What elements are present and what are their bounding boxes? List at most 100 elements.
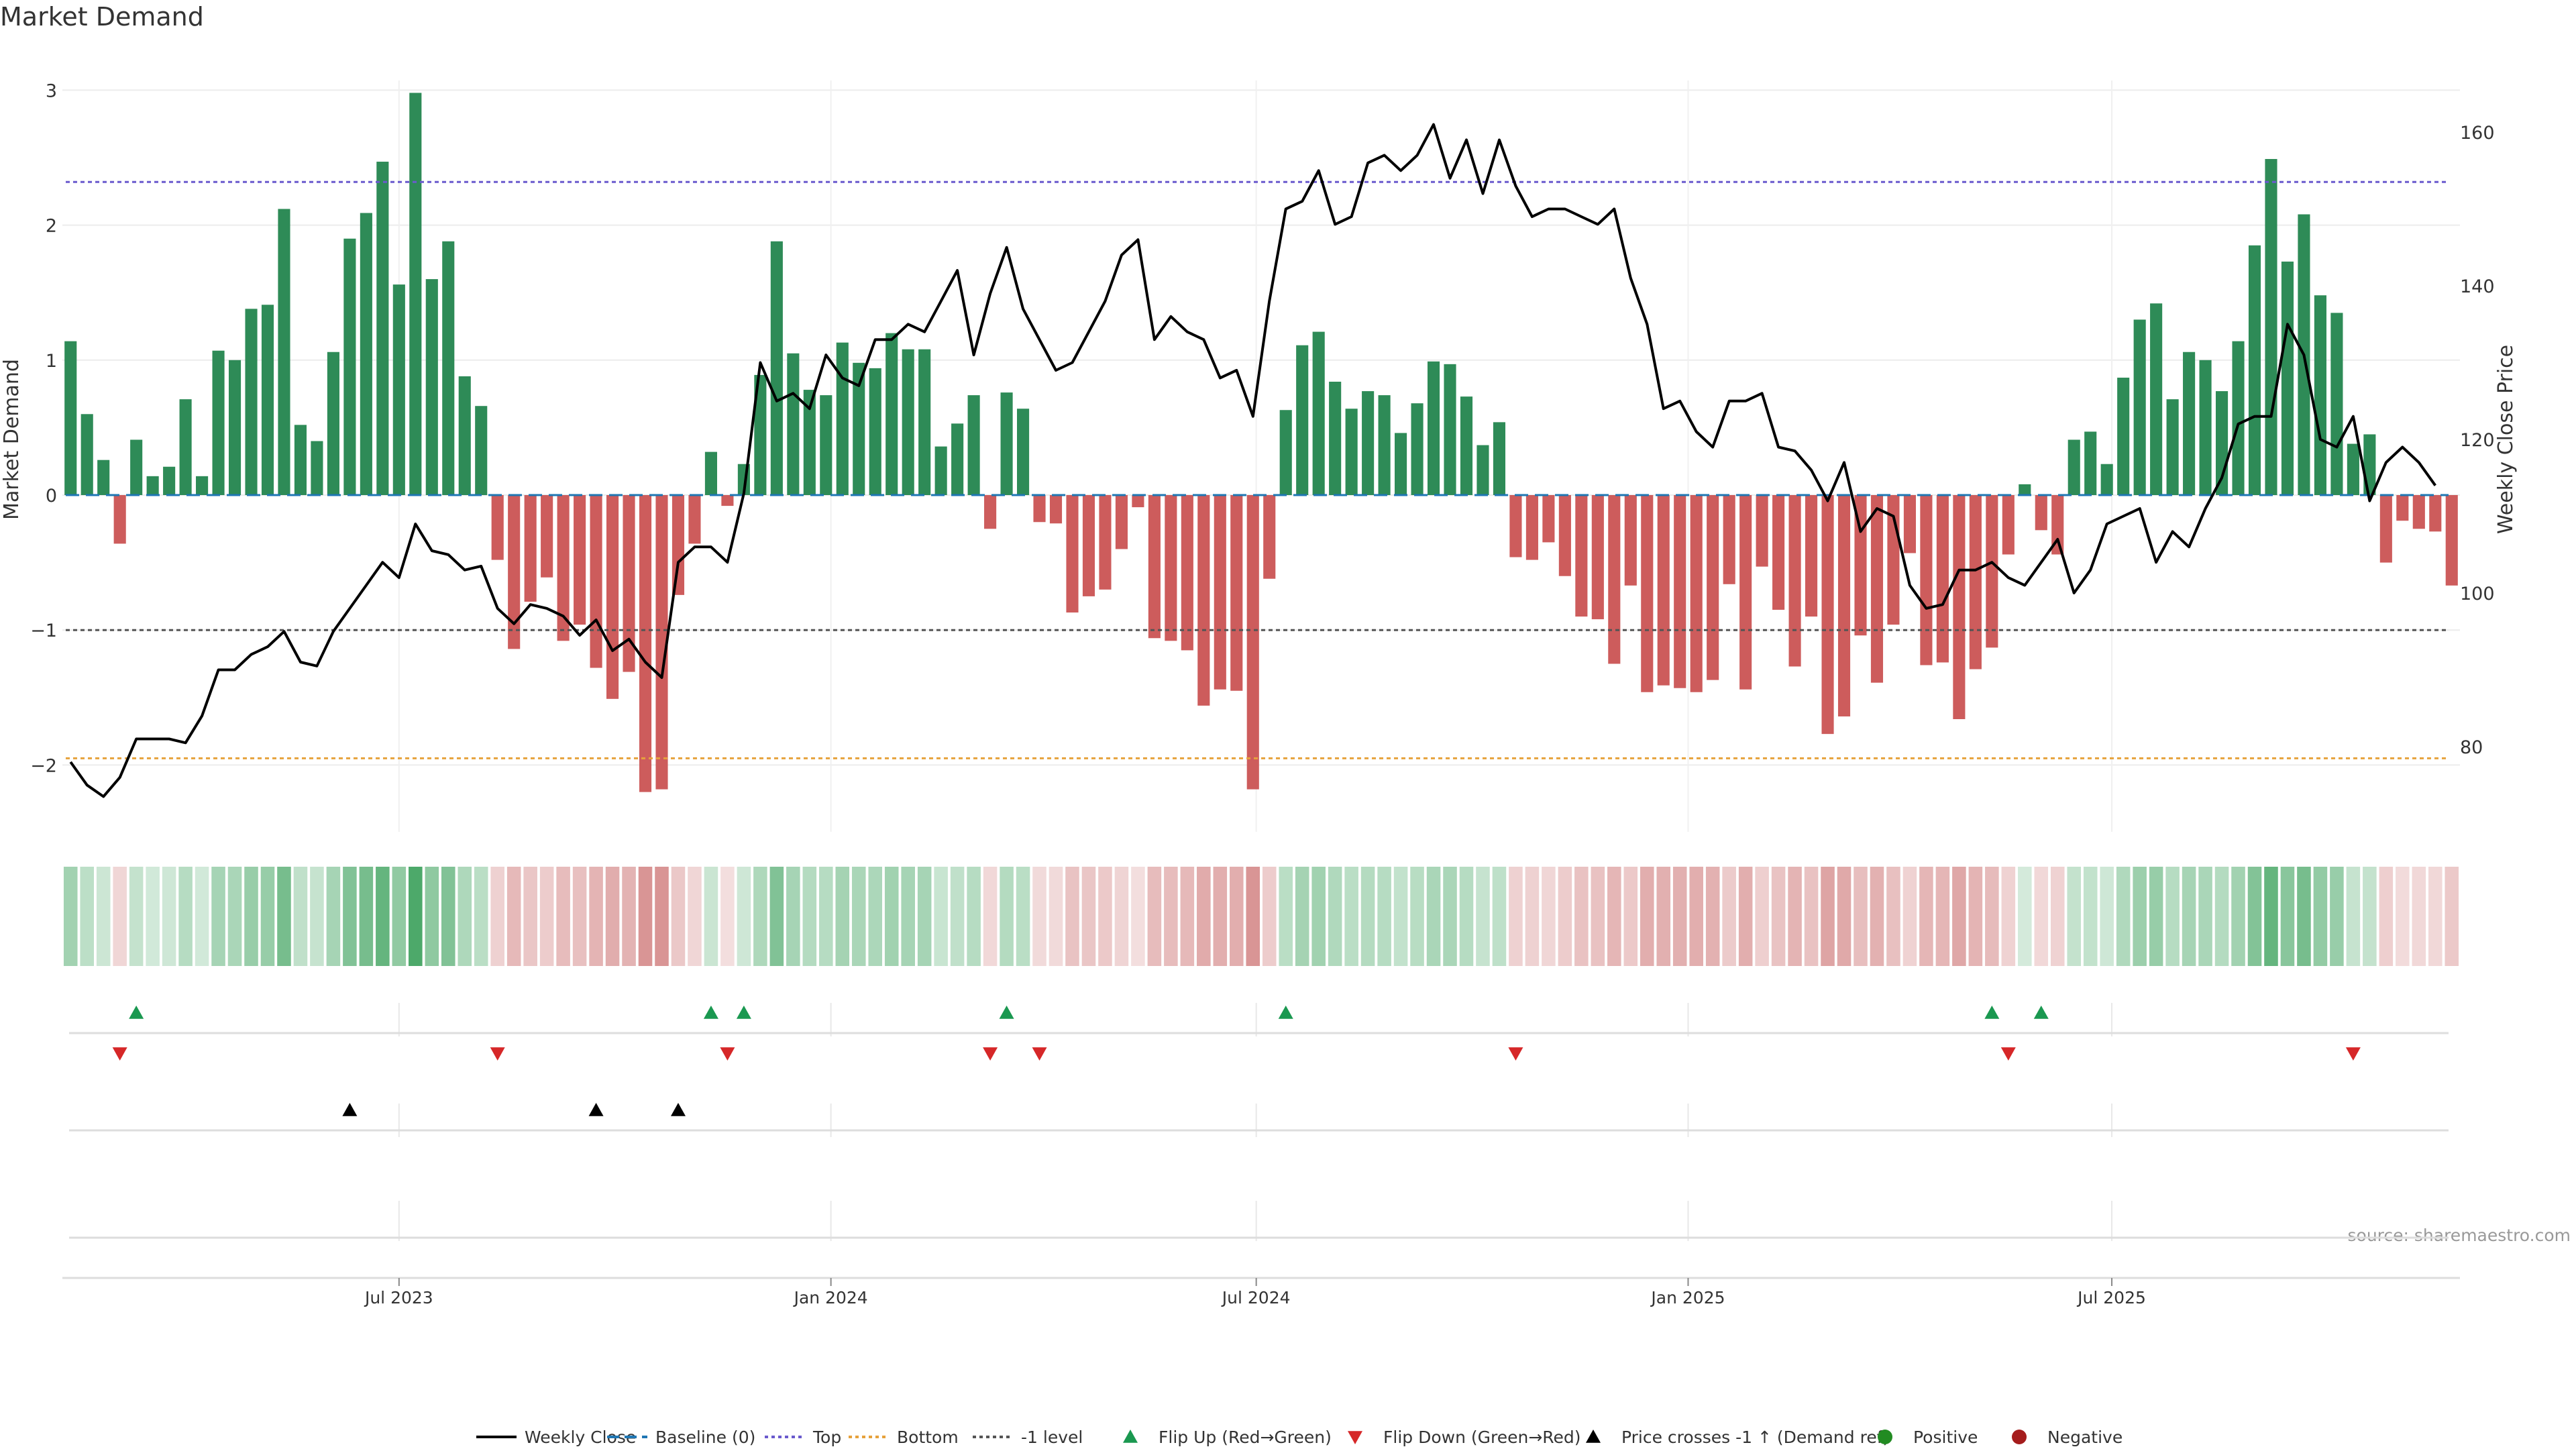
heat-cell bbox=[704, 867, 718, 966]
flip-down-marker bbox=[490, 1047, 505, 1061]
demand-bar bbox=[2412, 495, 2425, 529]
demand-bar bbox=[1016, 409, 1030, 495]
demand-bar bbox=[1805, 495, 1818, 617]
heat-cell bbox=[1262, 867, 1277, 966]
demand-bar bbox=[1707, 495, 1719, 680]
heat-cell bbox=[1591, 867, 1605, 966]
heat-cell bbox=[720, 867, 735, 966]
demand-bars bbox=[64, 93, 2458, 792]
heat-cell bbox=[2379, 867, 2394, 966]
heat-cell bbox=[1000, 867, 1014, 966]
heat-cell bbox=[1476, 867, 1490, 966]
demand-bar bbox=[951, 423, 964, 495]
demand-bar bbox=[1263, 495, 1276, 579]
x-tick-label: Jul 2023 bbox=[364, 1288, 433, 1307]
heat-cell bbox=[983, 867, 998, 966]
heat-cell bbox=[425, 867, 439, 966]
demand-heatstrip bbox=[63, 867, 2459, 966]
demand-bar bbox=[1411, 403, 1424, 495]
demand-bar bbox=[688, 495, 701, 544]
flip-up-marker bbox=[703, 1006, 718, 1019]
demand-bar bbox=[1608, 495, 1621, 664]
legend-label: -1 level bbox=[1021, 1428, 1083, 1447]
heat-cell bbox=[868, 867, 883, 966]
legend-swatch bbox=[1586, 1430, 1601, 1443]
heat-cell bbox=[1607, 867, 1621, 966]
heat-cell bbox=[1180, 867, 1195, 966]
y-tick-label: 1 bbox=[46, 351, 57, 372]
heat-cell bbox=[1672, 867, 1687, 966]
demand-bar bbox=[1395, 433, 1407, 495]
heat-cell bbox=[1328, 867, 1342, 966]
demand-bar bbox=[458, 376, 471, 495]
heat-cell bbox=[2396, 867, 2410, 966]
heat-cell bbox=[851, 867, 866, 966]
demand-bar bbox=[392, 284, 405, 495]
heat-cell bbox=[2100, 867, 2114, 966]
demand-bar bbox=[2068, 439, 2080, 495]
demand-bar bbox=[2347, 443, 2359, 495]
flip-up-marker bbox=[1278, 1006, 1293, 1019]
demand-bar bbox=[327, 352, 339, 495]
demand-bar bbox=[770, 241, 783, 495]
demand-bar bbox=[1525, 495, 1538, 560]
heat-cell bbox=[1574, 867, 1589, 966]
demand-bar bbox=[2281, 261, 2294, 495]
demand-bar bbox=[1181, 495, 1193, 651]
demand-bar bbox=[1657, 495, 1670, 686]
heat-cell bbox=[967, 867, 981, 966]
heat-cell bbox=[1821, 867, 1835, 966]
demand-bar bbox=[1197, 495, 1210, 706]
legend-label: Flip Down (Green→Red) bbox=[1383, 1428, 1581, 1447]
legend-label: Negative bbox=[2047, 1428, 2123, 1447]
heat-cell bbox=[1164, 867, 1178, 966]
heat-cell bbox=[244, 867, 258, 966]
heat-cell bbox=[293, 867, 308, 966]
heat-cell bbox=[1360, 867, 1375, 966]
heat-cell bbox=[2050, 867, 2065, 966]
demand-bar bbox=[1329, 381, 1342, 495]
heat-cell bbox=[1081, 867, 1096, 966]
demand-bar bbox=[64, 341, 77, 495]
demand-bar bbox=[80, 414, 93, 495]
heat-cell bbox=[1968, 867, 1983, 966]
demand-bar bbox=[967, 395, 980, 495]
heat-cell bbox=[1854, 867, 1868, 966]
heat-cell bbox=[195, 867, 209, 966]
heat-cell bbox=[1279, 867, 1293, 966]
y-axis-label: Market Demand bbox=[0, 359, 23, 520]
price-cross-marker bbox=[670, 1103, 686, 1116]
demand-bar bbox=[557, 495, 570, 641]
demand-bar bbox=[1378, 395, 1391, 495]
demand-bar bbox=[2379, 495, 2392, 563]
heat-cell bbox=[1722, 867, 1736, 966]
demand-bar bbox=[179, 399, 192, 495]
demand-bar bbox=[1788, 495, 1801, 667]
demand-bar bbox=[1312, 331, 1325, 495]
heat-cell bbox=[1870, 867, 1884, 966]
demand-bar bbox=[2035, 495, 2047, 531]
demand-bar bbox=[163, 466, 176, 495]
heat-cell bbox=[376, 867, 390, 966]
legend-swatch bbox=[2012, 1430, 2027, 1444]
demand-bar bbox=[1920, 495, 1933, 665]
demand-bar bbox=[1066, 495, 1079, 613]
demand-bar bbox=[1033, 495, 1046, 523]
demand-bar bbox=[475, 406, 488, 495]
y2-tick-label: 100 bbox=[2460, 584, 2495, 604]
heat-cell bbox=[96, 867, 111, 966]
flip-down-marker bbox=[720, 1047, 735, 1061]
heat-cell bbox=[1016, 867, 1030, 966]
heat-cell bbox=[1902, 867, 1917, 966]
demand-bar bbox=[376, 162, 389, 495]
legend-swatch bbox=[1348, 1431, 1362, 1444]
heat-cell bbox=[2330, 867, 2344, 966]
demand-bar bbox=[590, 495, 602, 668]
demand-bar bbox=[1296, 345, 1309, 495]
demand-bar bbox=[2445, 495, 2458, 586]
legend-label: Top bbox=[812, 1428, 841, 1447]
heat-cell bbox=[589, 867, 603, 966]
demand-bar bbox=[1837, 495, 1851, 716]
demand-bar bbox=[655, 495, 668, 790]
heat-cell bbox=[819, 867, 833, 966]
